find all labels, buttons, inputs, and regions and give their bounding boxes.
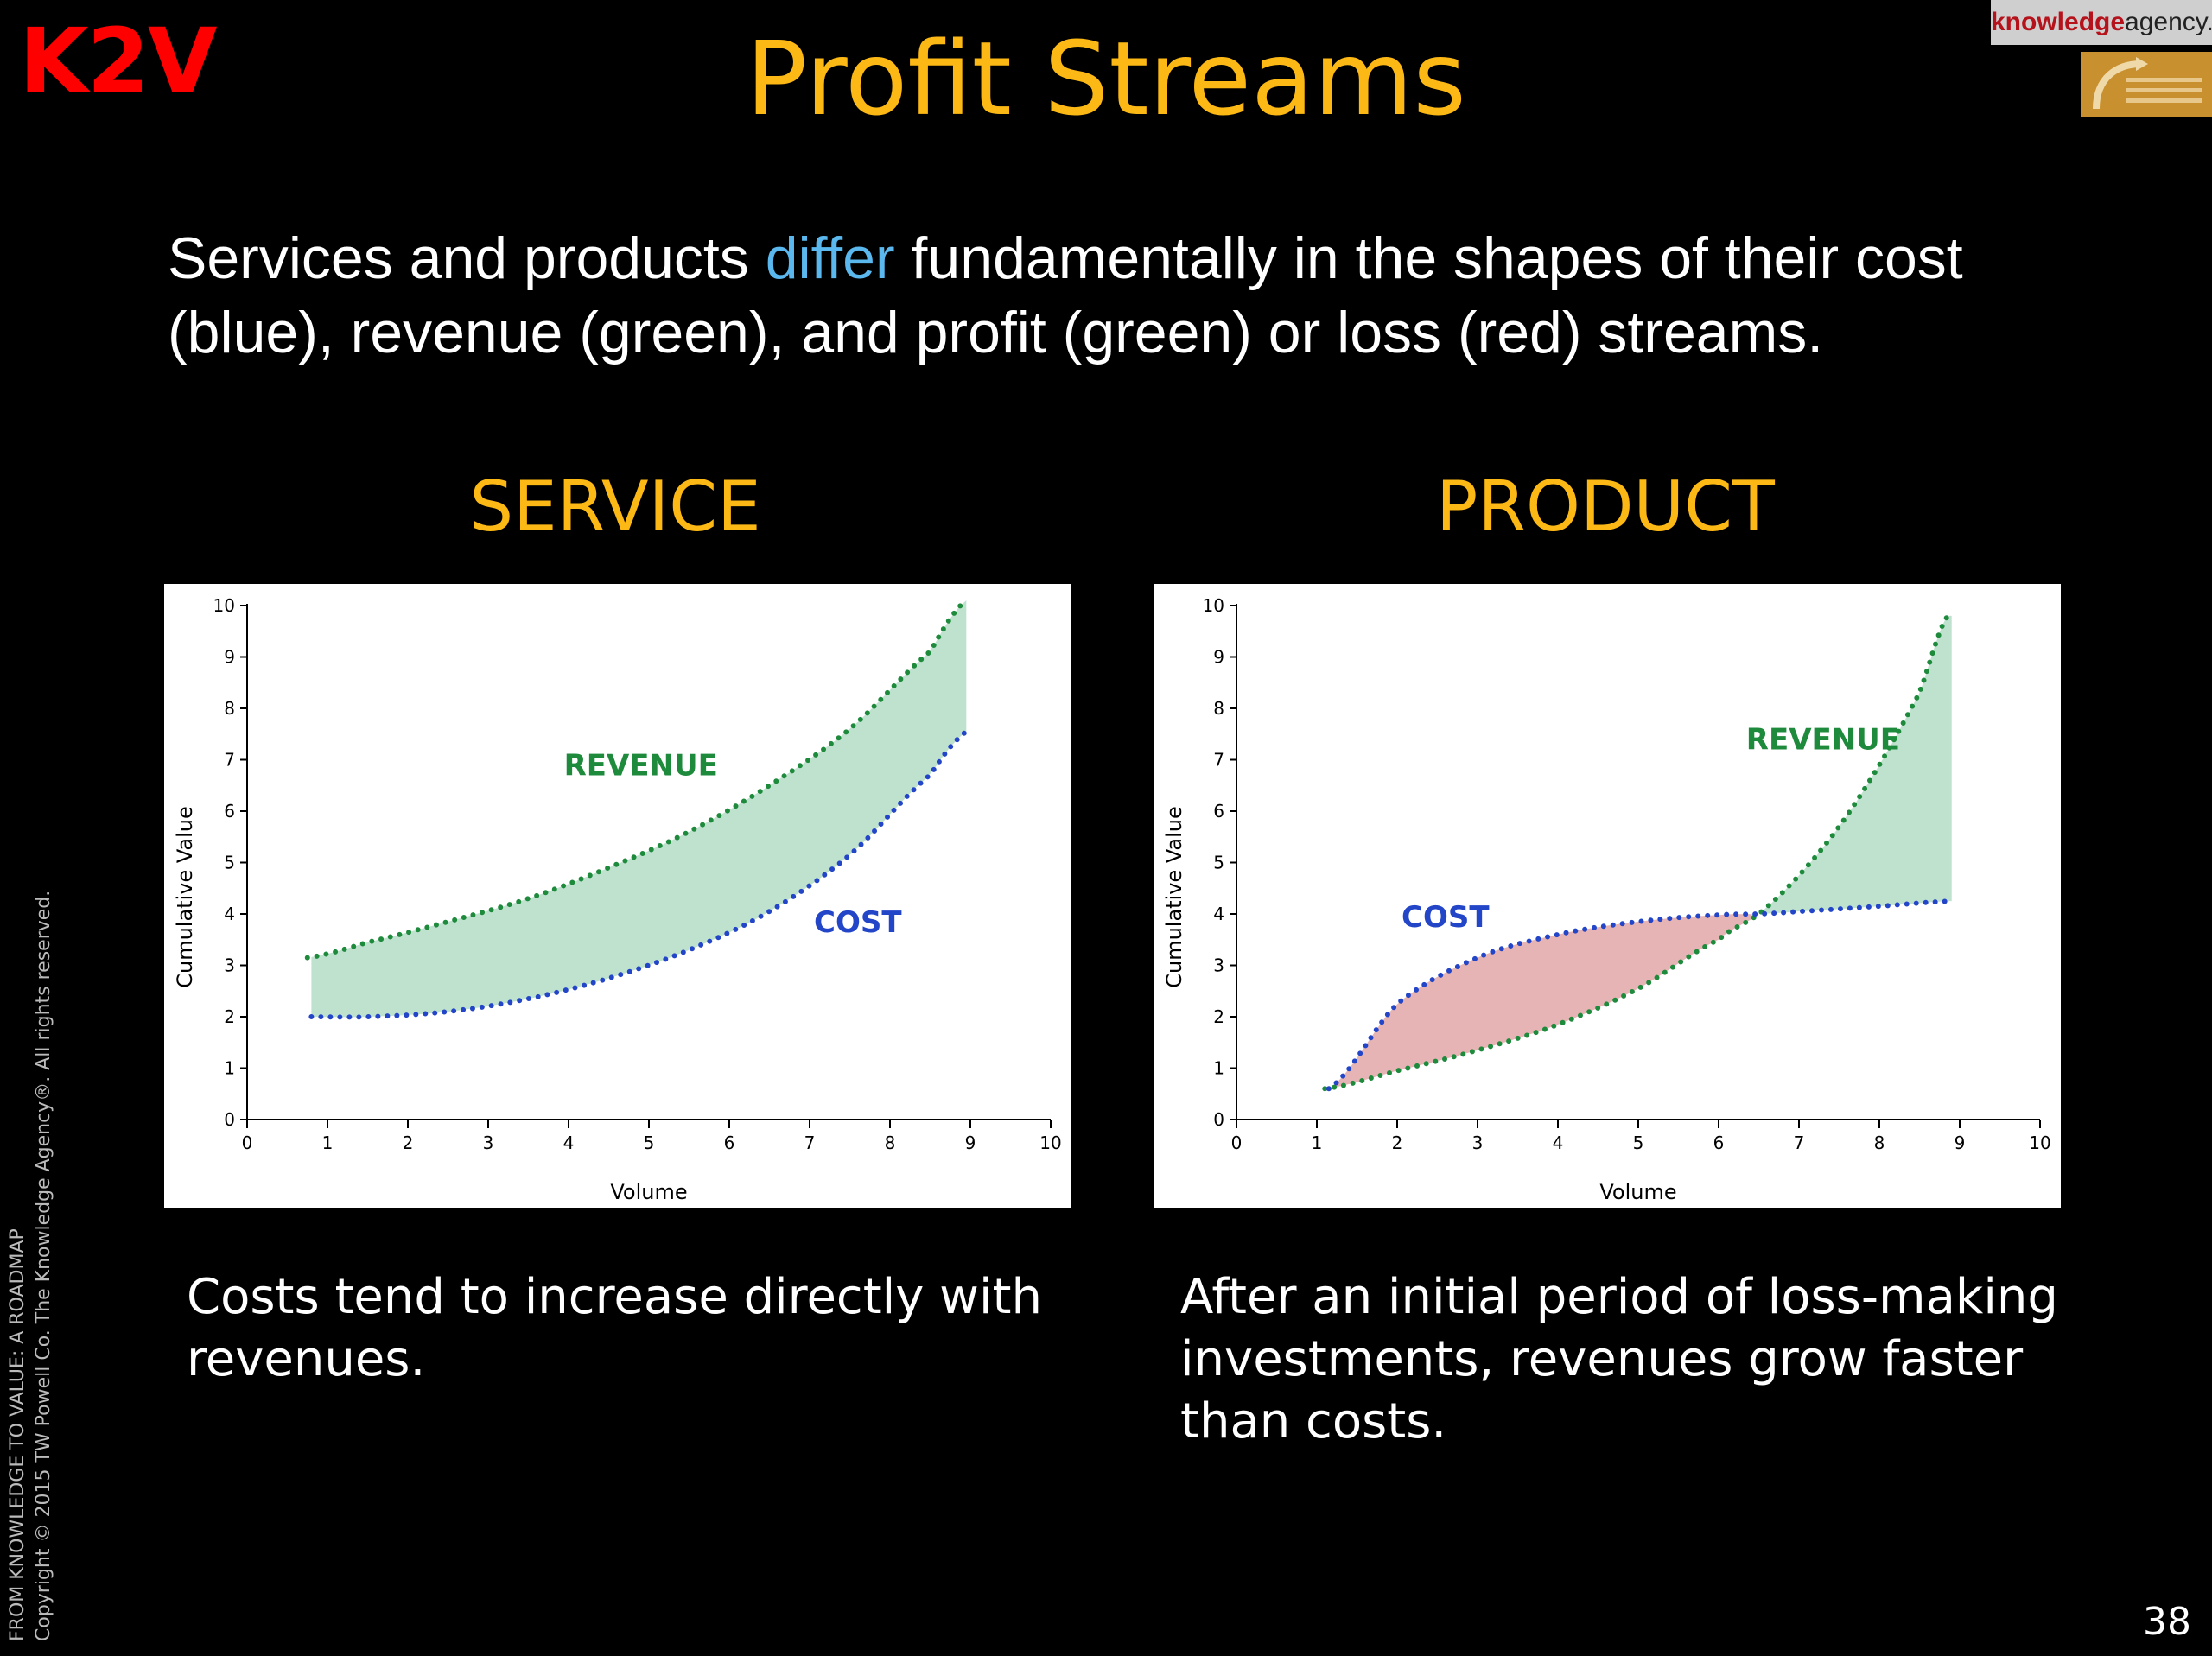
k2v-logo: K2V (19, 9, 217, 114)
intro-before: Services and products (168, 225, 766, 291)
x-tick-label: 8 (885, 1133, 896, 1153)
intro-highlight: differ (765, 225, 895, 291)
x-tick-label: 1 (322, 1133, 334, 1153)
revenue-series-line (304, 598, 969, 961)
footer-line2: Copyright © 2015 TW Powell Co. The Knowl… (33, 890, 54, 1641)
y-tick-label: 8 (224, 698, 235, 719)
product-chart: 0 1 2 3 4 5 6 7 8 9 10 0 1 2 3 4 5 6 7 8 9 10 Volume Cumulative… (1162, 595, 2051, 1204)
product-heading: PRODUCT (1436, 466, 1775, 547)
x-tick-label: 7 (1794, 1133, 1805, 1153)
x-tick-label: 6 (724, 1133, 735, 1153)
x-tick-label: 0 (242, 1133, 253, 1153)
profit-area (1751, 615, 1952, 920)
x-tick-label: 9 (965, 1133, 976, 1153)
y-tick-label: 6 (1213, 801, 1224, 822)
x-tick-label: 10 (2029, 1133, 2050, 1153)
cost-series-line (1325, 898, 1955, 1092)
y-tick-label: 10 (1203, 595, 1224, 616)
copyright-sidebar: FROM KNOWLEDGE TO VALUE: A ROADMAP Copyr… (5, 891, 57, 1641)
y-tick-label: 1 (224, 1058, 235, 1079)
y-axis-label: Cumulative Value (173, 806, 197, 988)
service-heading: SERVICE (469, 466, 761, 547)
x-axis-label: Volume (610, 1180, 687, 1204)
service-chart-panel: 0 1 2 3 4 5 6 7 8 9 10 0 1 2 3 4 5 6 7 8 9 10 Volume Cumulative… (164, 584, 1071, 1208)
x-tick-label: 4 (1553, 1133, 1564, 1153)
brand-part1: knowledge (1991, 8, 2126, 36)
y-tick-label: 4 (224, 904, 235, 924)
service-chart: 0 1 2 3 4 5 6 7 8 9 10 0 1 2 3 4 5 6 7 8 9 10 Volume Cumulative… (173, 595, 1062, 1204)
x-tick-label: 0 (1231, 1133, 1243, 1153)
y-tick-label: 2 (224, 1006, 235, 1027)
product-caption: After an initial period of loss-making i… (1180, 1269, 2058, 1450)
brand-part2: agency. (2125, 8, 2212, 36)
y-tick-label: 6 (224, 801, 235, 822)
x-tick-label: 2 (403, 1133, 414, 1153)
chart-axes: 0 1 2 3 4 5 6 7 8 9 10 0 1 2 3 4 5 6 7 8 9 10 Volume Cumulative… (173, 595, 1062, 1204)
revenue-curve-label: REVENUE (1746, 723, 1900, 758)
y-tick-label: 10 (213, 595, 235, 616)
intro-after: fundamentally in the shapes of their cos… (168, 225, 1963, 365)
y-tick-label: 8 (1213, 698, 1224, 719)
cost-curve-label: COST (1402, 900, 1490, 935)
profit-area (311, 600, 967, 1018)
product-chart-panel: 0 1 2 3 4 5 6 7 8 9 10 0 1 2 3 4 5 6 7 8 9 10 Volume Cumulative… (1154, 584, 2061, 1208)
knowledge-agency-logo: knowledgeagency. (1991, 0, 2212, 45)
x-axis-label: Volume (1599, 1180, 1676, 1204)
x-tick-label: 2 (1392, 1133, 1403, 1153)
x-tick-label: 5 (644, 1133, 655, 1153)
y-tick-label: 5 (224, 853, 235, 873)
chart-axes: 0 1 2 3 4 5 6 7 8 9 10 0 1 2 3 4 5 6 7 8 9 10 Volume Cumulative… (1162, 595, 2051, 1204)
y-tick-label: 3 (1213, 955, 1224, 976)
loss-area (1325, 914, 1751, 1089)
y-tick-label: 9 (1213, 647, 1224, 668)
y-tick-label: 7 (224, 750, 235, 771)
x-tick-label: 10 (1039, 1133, 1061, 1153)
cost-series-line (308, 726, 973, 1020)
intro-text: Services and products differ fundamental… (168, 221, 2103, 370)
x-tick-label: 7 (804, 1133, 816, 1153)
x-tick-label: 5 (1633, 1133, 1644, 1153)
revenue-curve-label: REVENUE (564, 748, 718, 783)
page-number: 38 (2143, 1600, 2191, 1644)
footer-line1: FROM KNOWLEDGE TO VALUE: A ROADMAP (7, 1228, 29, 1641)
y-tick-label: 2 (1213, 1006, 1224, 1027)
revenue-series-line (1322, 612, 1950, 1092)
x-tick-label: 1 (1312, 1133, 1323, 1153)
slide-title: Profit Streams (746, 19, 1466, 138)
y-tick-label: 1 (1213, 1058, 1224, 1079)
x-tick-label: 9 (1955, 1133, 1966, 1153)
x-tick-label: 3 (483, 1133, 494, 1153)
y-tick-label: 4 (1213, 904, 1224, 924)
y-tick-label: 0 (1213, 1109, 1224, 1130)
y-tick-label: 9 (224, 647, 235, 668)
x-tick-label: 8 (1874, 1133, 1885, 1153)
fill-regions (1325, 615, 1952, 1089)
y-tick-label: 7 (1213, 750, 1224, 771)
y-tick-label: 3 (224, 955, 235, 976)
fill-regions (311, 600, 967, 1018)
x-tick-label: 4 (563, 1133, 575, 1153)
y-tick-label: 5 (1213, 853, 1224, 873)
x-tick-label: 3 (1472, 1133, 1484, 1153)
brand-badge-graphic (2093, 57, 2202, 110)
y-axis-label: Cumulative Value (1162, 806, 1186, 988)
y-tick-label: 0 (224, 1109, 235, 1130)
cost-curve-label: COST (814, 905, 902, 940)
brand-badge-image (2081, 52, 2212, 117)
x-tick-label: 6 (1713, 1133, 1725, 1153)
service-caption: Costs tend to increase directly with rev… (187, 1269, 1042, 1387)
